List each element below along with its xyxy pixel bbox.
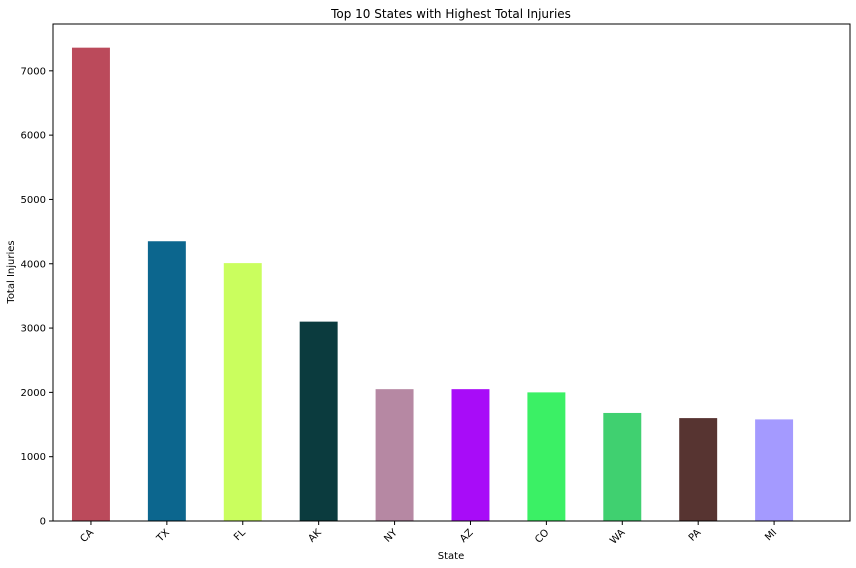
bar-mi — [755, 419, 794, 521]
x-tick-label: MI — [763, 527, 779, 543]
y-tick-label: 2000 — [21, 388, 46, 399]
y-axis-ticks: 0 1000 2000 3000 4000 5000 6000 7000 — [21, 66, 53, 528]
bar-ca — [71, 47, 110, 522]
x-tick-label: NY — [382, 527, 400, 545]
x-tick-label: TX — [154, 527, 172, 545]
bar-ny — [375, 389, 414, 521]
bar-co — [527, 392, 566, 521]
bar-fl — [223, 263, 262, 521]
x-tick-label: CO — [533, 527, 551, 545]
y-tick-label: 6000 — [21, 131, 46, 142]
bar-wa — [603, 412, 642, 521]
y-tick-label: 4000 — [21, 259, 46, 270]
x-tick-label: FL — [232, 527, 248, 543]
x-tick-label: AZ — [458, 527, 476, 545]
x-tick-label: WA — [608, 527, 627, 546]
x-axis-label: State — [438, 551, 464, 562]
bars-group — [71, 47, 794, 522]
bar-az — [451, 389, 490, 521]
y-tick-label: 1000 — [21, 452, 46, 463]
chart-title: Top 10 States with Highest Total Injurie… — [330, 7, 571, 21]
plot-frame — [52, 23, 851, 522]
x-axis-ticks: CA TX FL AK NY AZ CO WA PA MI — [79, 521, 779, 547]
x-tick-label: AK — [307, 527, 325, 545]
y-tick-label: 7000 — [21, 66, 46, 77]
y-tick-label: 5000 — [21, 195, 46, 206]
bar-ak — [299, 321, 338, 521]
x-tick-label: PA — [687, 527, 704, 544]
y-axis-label: Total Injuries — [6, 240, 17, 304]
bar-pa — [679, 418, 718, 521]
x-tick-label: CA — [79, 527, 97, 545]
y-tick-label: 0 — [40, 517, 46, 528]
y-tick-label: 3000 — [21, 324, 46, 335]
bar-tx — [147, 241, 186, 521]
